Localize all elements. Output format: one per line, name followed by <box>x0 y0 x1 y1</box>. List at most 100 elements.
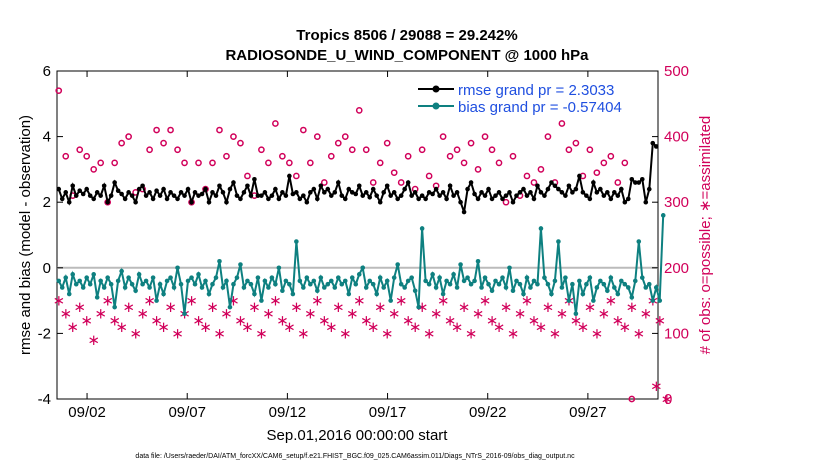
rmse-point <box>245 183 250 189</box>
chart-marks: ∗∗∗∗∗∗∗∗∗∗∗∗∗∗∗∗∗∗∗∗∗∗∗∗∗∗∗∗∗∗∗∗∗∗∗∗∗∗∗∗… <box>52 87 673 408</box>
bias-point <box>601 281 607 287</box>
x-tick-label: 09/27 <box>569 404 607 421</box>
obs-assimilated-marker: ∗ <box>381 324 394 342</box>
obs-assimilated-marker: ∗ <box>437 292 450 310</box>
bias-point <box>409 275 414 280</box>
chart-axes: -4 -2 0 2 4 6 0 100 200 300 400 500 09/02 09/07 09/12 0… <box>38 63 689 421</box>
obs-possible-marker <box>195 159 202 167</box>
obs-assimilated-marker: ∗ <box>653 311 666 329</box>
rmse-point <box>419 193 425 198</box>
y-tick-label-right: 400 <box>664 129 689 146</box>
rmse-point <box>185 186 191 192</box>
obs-possible-marker <box>446 152 454 160</box>
bias-point <box>91 272 96 277</box>
bias-point <box>294 239 299 244</box>
bias-point <box>147 285 152 290</box>
rmse-point <box>182 193 187 198</box>
obs-assimilated-marker: ∗ <box>535 318 548 336</box>
rmse-point <box>346 186 352 192</box>
bias-point <box>248 281 254 287</box>
bias-point <box>349 275 355 280</box>
obs-possible-marker <box>83 152 91 160</box>
rmse-point <box>542 193 547 198</box>
obs-assimilated-marker: ∗ <box>507 324 520 342</box>
bias-point <box>444 278 449 284</box>
rmse-point <box>213 193 219 198</box>
rmse-point <box>440 190 446 195</box>
obs-possible-marker <box>90 166 98 173</box>
obs-assimilated-marker: ∗ <box>444 311 457 329</box>
rmse-point <box>493 193 498 198</box>
rmse-point <box>280 190 285 195</box>
rmse-point <box>573 186 579 192</box>
bias-point <box>342 278 348 284</box>
obs-assimilated-marker: ∗ <box>598 305 611 323</box>
obs-assimilated-marker: ∗ <box>255 324 268 342</box>
rmse-point <box>304 199 310 205</box>
rmse-point <box>252 176 257 182</box>
rmse-point <box>276 196 282 202</box>
bias-point <box>325 281 331 287</box>
obs-assimilated-marker: ∗ <box>577 318 590 336</box>
bias-point <box>168 275 173 280</box>
bias-point <box>524 275 530 280</box>
obs-assimilated-marker: ∗ <box>388 305 401 323</box>
bias-point <box>245 278 250 284</box>
rmse-point <box>625 196 631 202</box>
obs-possible-marker <box>306 159 314 167</box>
legend-bias-marker <box>432 102 440 110</box>
bias-point <box>213 275 219 280</box>
rmse-point <box>66 199 72 205</box>
obs-assimilated-marker: ∗ <box>241 318 254 336</box>
bias-point <box>402 285 407 290</box>
rmse-point <box>458 199 463 205</box>
rmse-point <box>353 191 359 197</box>
bias-point <box>175 265 180 271</box>
obs-possible-marker <box>390 169 398 177</box>
obs-possible-marker <box>313 133 321 140</box>
bias-point <box>653 285 659 290</box>
bias-point <box>622 281 628 287</box>
obs-assimilated-marker: ∗ <box>465 324 478 342</box>
rmse-point <box>206 199 212 205</box>
bias-point <box>63 275 69 280</box>
rmse-point <box>489 196 495 202</box>
obs-assimilated-marker: ∗ <box>639 305 652 323</box>
bias-point <box>363 285 369 290</box>
rmse-point <box>178 190 184 195</box>
bias-point <box>119 268 124 274</box>
rmse-point <box>308 190 313 195</box>
rmse-point <box>608 196 614 202</box>
bias-point <box>398 281 404 287</box>
bias-point <box>563 275 568 280</box>
bias-point <box>273 281 278 287</box>
bias-point <box>419 226 425 231</box>
bias-point <box>315 288 320 294</box>
rmse-point <box>510 199 516 205</box>
rmse-point <box>577 173 582 179</box>
obs-possible-marker <box>572 139 580 147</box>
bias-point <box>528 285 533 290</box>
rmse-point <box>395 196 400 202</box>
bias-point <box>542 275 547 280</box>
rmse-point <box>283 193 289 198</box>
rmse-point <box>112 180 117 185</box>
rmse-point <box>514 193 519 198</box>
rmse-point <box>290 191 296 197</box>
obs-assimilated-marker: ∗ <box>318 311 331 329</box>
bias-point <box>234 275 240 280</box>
y-tick-label-right: 100 <box>664 325 689 342</box>
bias-point <box>625 285 631 290</box>
bias-point <box>339 281 345 287</box>
obs-assimilated-marker: ∗ <box>430 305 443 323</box>
obs-possible-marker <box>593 169 601 177</box>
rmse-point <box>143 193 149 198</box>
rmse-point <box>273 186 278 192</box>
obs-possible-marker <box>362 146 370 154</box>
y-tick-label-left: -4 <box>38 391 51 408</box>
obs-assimilated-marker: ∗ <box>591 324 604 342</box>
obs-possible-marker <box>230 133 237 140</box>
obs-assimilated-marker: ∗ <box>458 298 471 316</box>
rmse-point <box>154 188 159 194</box>
bias-point <box>178 281 184 287</box>
